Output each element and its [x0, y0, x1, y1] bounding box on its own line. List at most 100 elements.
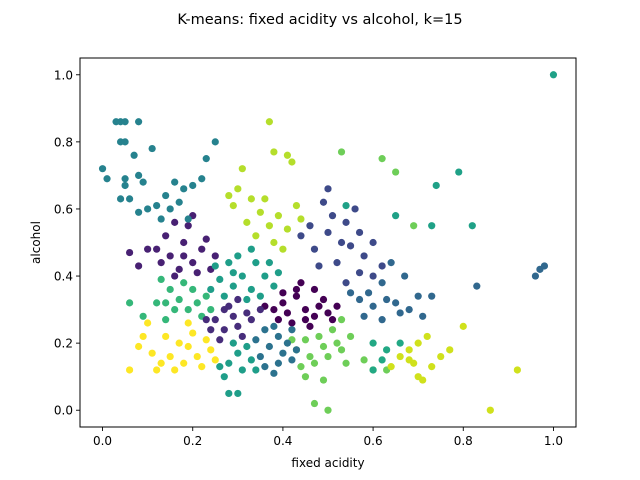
scatter-point: [220, 305, 228, 314]
scatter-point: [220, 373, 228, 381]
scatter-point: [243, 309, 251, 317]
scatter-point: [437, 352, 445, 361]
scatter-point: [319, 376, 328, 384]
x-axis-label: fixed acidity: [291, 456, 364, 470]
scatter-point: [315, 302, 323, 310]
scatter-point: [279, 299, 287, 307]
scatter-point: [319, 342, 328, 351]
x-tick-label: 1.0: [544, 434, 563, 448]
scatter-point: [342, 359, 350, 367]
scatter-point: [306, 352, 314, 361]
scatter-point: [121, 118, 129, 126]
scatter-point: [130, 151, 138, 159]
scatter-point: [419, 376, 427, 384]
scatter-point: [126, 299, 134, 307]
scatter-point: [274, 316, 282, 324]
scatter-point: [324, 352, 332, 361]
scatter-point: [279, 245, 287, 253]
scatter-point: [243, 218, 251, 226]
scatter-point: [162, 232, 170, 240]
scatter-point: [175, 295, 183, 304]
scatter-point: [274, 332, 282, 341]
scatter-point: [378, 155, 386, 163]
scatter-point: [193, 299, 201, 307]
scatter-point: [549, 71, 558, 79]
scatter-point: [144, 319, 152, 327]
scatter-point: [324, 228, 332, 237]
scatter-point: [428, 222, 436, 230]
scatter-point: [297, 232, 305, 240]
scatter-point: [238, 332, 246, 341]
scatter-point: [540, 262, 549, 270]
scatter-point: [103, 175, 111, 183]
scatter-point: [184, 319, 192, 327]
scatter-point: [310, 359, 319, 367]
scatter-point: [144, 245, 152, 253]
scatter-point: [455, 168, 463, 176]
scatter-point: [153, 366, 161, 374]
scatter-point: [297, 279, 305, 287]
scatter-point: [274, 269, 282, 277]
scatter-point: [202, 155, 210, 163]
scatter-point: [175, 265, 183, 273]
scatter-point: [328, 316, 337, 324]
scatter-point: [392, 168, 400, 176]
scatter-point: [306, 222, 314, 230]
scatter-point: [180, 359, 188, 367]
scatter-point: [369, 339, 377, 347]
scatter-point: [306, 322, 314, 330]
scatter-point: [265, 342, 273, 351]
scatter-point: [238, 165, 246, 173]
scatter-point: [135, 208, 143, 216]
scatter-point: [252, 336, 260, 344]
y-tick-label: 0.4: [54, 270, 73, 284]
scatter-point: [265, 259, 273, 267]
scatter-point: [297, 215, 305, 223]
scatter-point: [292, 285, 301, 294]
scatter-point: [337, 238, 346, 247]
scatter-point: [387, 363, 395, 371]
scatter-point: [261, 326, 269, 334]
scatter-point: [171, 218, 179, 226]
scatter-point: [414, 292, 422, 300]
plot-frame: [79, 57, 577, 428]
scatter-point: [234, 252, 242, 260]
scatter-point: [153, 202, 161, 210]
scatter-point: [292, 202, 301, 210]
scatter-point: [202, 292, 210, 300]
scatter-point: [126, 366, 134, 374]
scatter-point: [342, 279, 350, 287]
scatter-point: [531, 272, 540, 280]
scatter-point: [333, 339, 341, 347]
scatter-point: [428, 363, 436, 371]
scatter-point: [333, 302, 341, 310]
y-tick-label: 0.0: [54, 404, 73, 418]
scatter-point: [310, 285, 319, 294]
scatter-point: [184, 222, 192, 230]
scatter-point: [202, 316, 210, 324]
scatter-point: [473, 282, 481, 290]
scatter-point: [202, 336, 210, 344]
scatter-point: [261, 272, 269, 280]
scatter-point: [252, 366, 260, 374]
scatter-point: [234, 295, 242, 304]
scatter-point: [116, 195, 125, 203]
scatter-point: [135, 342, 143, 351]
scatter-point: [513, 366, 521, 374]
scatter-point: [166, 285, 174, 294]
scatter-point: [270, 369, 278, 377]
scatter-point: [121, 138, 129, 146]
scatter-point: [396, 309, 404, 317]
scatter-point: [171, 305, 179, 314]
scatter-point: [175, 198, 183, 206]
scatter-point: [369, 366, 377, 374]
scatter-point: [139, 312, 147, 320]
scatter-point: [171, 366, 179, 374]
scatter-point: [220, 292, 228, 300]
y-tick-label: 0.8: [54, 135, 73, 149]
scatter-point: [328, 212, 337, 220]
y-axis-label: alcohol: [29, 221, 43, 264]
scatter-point: [211, 252, 219, 260]
scatter-point: [324, 309, 332, 317]
scatter-point: [355, 295, 364, 304]
